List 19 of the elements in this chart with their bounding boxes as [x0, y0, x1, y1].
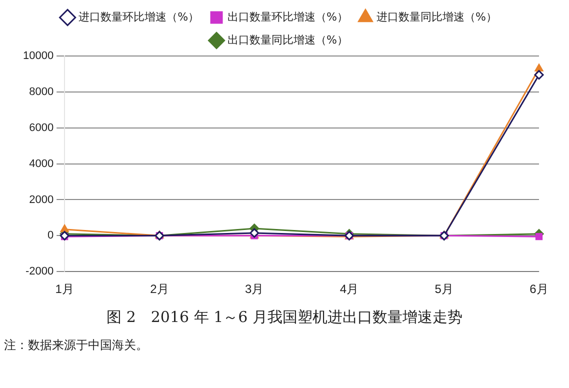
x-tick-label: 2月 — [150, 282, 169, 296]
x-tick-label: 3月 — [245, 282, 264, 296]
text: 注：数据来源于中国海关。 — [4, 337, 149, 354]
y-tick-label: 4000 — [29, 158, 54, 170]
legend-label: 出口数量同比增速（%） — [228, 33, 348, 46]
x-tick-label: 5月 — [434, 282, 454, 296]
y-tick-label: 8000 — [29, 86, 54, 98]
y-tick-label: 0 — [47, 230, 54, 242]
y-tick-label: 10000 — [22, 50, 54, 62]
legend-label: 出口数量环比增速（%） — [228, 10, 348, 24]
y-tick-label: -2000 — [25, 266, 54, 278]
text: 图 2 2016 年 1～6 月我国塑机进出口数量增速走势 — [106, 308, 464, 327]
x-tick-label: 4月 — [340, 282, 359, 296]
legend-label: 进口数量环比增速（%） — [78, 10, 200, 24]
x-tick-label: 1月 — [55, 282, 74, 296]
y-tick-label: 6000 — [29, 122, 54, 134]
x-tick-label: 6月 — [530, 282, 548, 296]
y-tick-label: 2000 — [29, 194, 54, 206]
legend-label: 进口数量同比增速（%） — [376, 10, 497, 24]
